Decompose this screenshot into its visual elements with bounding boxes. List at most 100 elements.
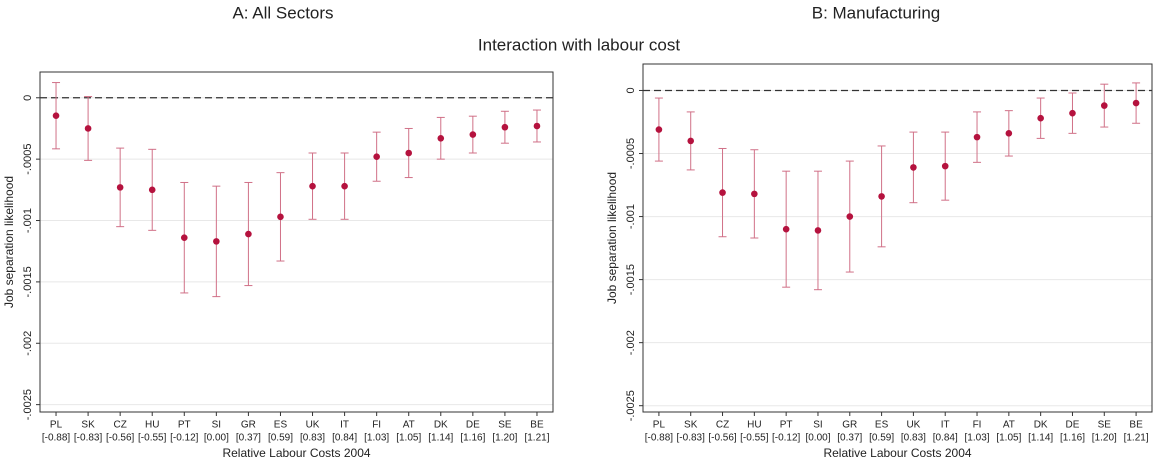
y-tick-label: -.002 — [625, 330, 637, 355]
x-tick-label: PL — [50, 420, 63, 431]
point — [655, 126, 663, 133]
point — [405, 149, 413, 157]
x-tick-sublabel: [0.00] — [805, 433, 830, 444]
x-tick-sublabel: [-0.83] — [74, 433, 103, 444]
point — [973, 133, 981, 141]
x-tick-label: ES — [274, 420, 288, 431]
y-axis-label: Job separation likelihood — [605, 172, 619, 304]
x-tick-label: AT — [403, 420, 415, 431]
x-tick-sublabel: [1.16] — [1060, 433, 1085, 444]
x-tick-sublabel: [-0.88] — [645, 433, 674, 444]
x-tick-sublabel: [-0.56] — [106, 433, 135, 444]
point — [84, 125, 92, 132]
y-tick-label: -.0005 — [625, 138, 637, 169]
x-tick-sublabel: [0.59] — [869, 433, 894, 444]
x-tick-label: AT — [1003, 420, 1015, 431]
x-tick-sublabel: [-0.55] — [138, 433, 167, 444]
x-tick-sublabel: [1.14] — [1028, 433, 1053, 444]
point — [1037, 114, 1044, 122]
x-tick-sublabel: [0.84] — [332, 433, 357, 444]
x-tick-label: FI — [372, 420, 381, 431]
point — [437, 134, 445, 142]
point — [751, 190, 758, 198]
point — [782, 225, 790, 233]
chart-title: B: Manufacturing — [812, 3, 941, 22]
x-tick-label: SE — [1098, 420, 1112, 431]
x-tick-sublabel: [1.21] — [1124, 433, 1149, 444]
point — [52, 112, 60, 119]
x-tick-sublabel: [-0.12] — [772, 433, 801, 444]
x-tick-label: SE — [498, 420, 512, 431]
x-tick-sublabel: [1.16] — [460, 433, 485, 444]
x-tick-label: PL — [653, 420, 666, 431]
x-tick-sublabel: [0.37] — [837, 433, 862, 444]
x-axis-label: Relative Labour Costs 2004 — [222, 446, 370, 460]
x-tick-sublabel: [-0.12] — [170, 433, 199, 444]
point — [941, 162, 949, 170]
point — [910, 164, 917, 171]
x-tick-sublabel: [0.84] — [933, 433, 958, 444]
y-tick-label: -.0015 — [625, 264, 637, 295]
x-tick-sublabel: [0.37] — [236, 433, 261, 444]
point — [814, 227, 822, 234]
chart-title: A: All Sectors — [232, 3, 333, 22]
y-tick-label: 0 — [625, 87, 637, 93]
x-tick-label: SK — [684, 420, 698, 431]
x-tick-sublabel: [0.83] — [300, 433, 325, 444]
x-tick-label: PT — [780, 420, 793, 431]
y-tick-label: -.002 — [22, 331, 34, 356]
x-tick-sublabel: [1.05] — [396, 433, 421, 444]
y-tick-label: -.0025 — [22, 389, 34, 420]
x-tick-sublabel: [-0.56] — [708, 433, 737, 444]
y-tick-label: -.001 — [22, 208, 34, 233]
x-tick-sublabel: [-0.83] — [677, 433, 706, 444]
point — [469, 131, 477, 138]
point — [846, 213, 854, 220]
x-tick-label: UK — [306, 420, 320, 431]
point — [148, 186, 156, 194]
x-tick-label: DK — [1034, 420, 1048, 431]
x-tick-sublabel: [1.03] — [965, 433, 990, 444]
y-axis-label: Job separation likelihood — [2, 176, 16, 308]
y-tick-label: -.0025 — [625, 390, 637, 421]
x-tick-label: UK — [906, 420, 920, 431]
x-tick-label: BE — [530, 420, 544, 431]
point — [277, 213, 284, 221]
y-tick-label: -.0005 — [22, 144, 34, 175]
x-tick-label: DK — [434, 420, 448, 431]
plot-frame — [39, 71, 554, 413]
point — [1100, 102, 1108, 109]
point — [180, 234, 188, 242]
point — [1132, 99, 1140, 107]
x-tick-sublabel: [-0.88] — [42, 433, 71, 444]
x-tick-label: FI — [973, 420, 982, 431]
x-tick-label: ES — [875, 420, 889, 431]
x-tick-label: IT — [941, 420, 950, 431]
point — [533, 122, 541, 130]
x-tick-label: CZ — [113, 420, 126, 431]
x-tick-sublabel: [1.20] — [492, 433, 517, 444]
x-tick-sublabel: [1.14] — [428, 433, 453, 444]
x-tick-sublabel: [0.83] — [901, 433, 926, 444]
x-tick-label: SI — [813, 420, 822, 431]
point — [341, 182, 348, 190]
x-tick-label: GR — [842, 420, 857, 431]
x-tick-label: IT — [340, 420, 349, 431]
x-tick-label: DE — [466, 420, 480, 431]
x-tick-label: HU — [747, 420, 761, 431]
x-tick-label: SI — [212, 420, 221, 431]
point — [1005, 130, 1013, 137]
point — [373, 153, 380, 160]
x-tick-label: GR — [241, 420, 256, 431]
x-tick-label: HU — [145, 420, 159, 431]
x-tick-label: BE — [1129, 420, 1143, 431]
figure-title: Interaction with labour cost — [478, 35, 680, 54]
y-tick-label: -.001 — [625, 204, 637, 229]
x-tick-sublabel: [-0.55] — [740, 433, 769, 444]
point — [213, 238, 220, 245]
plot-frame — [642, 63, 1153, 413]
x-tick-label: SK — [81, 420, 95, 431]
x-tick-sublabel: [1.05] — [996, 433, 1021, 444]
point — [687, 137, 695, 145]
